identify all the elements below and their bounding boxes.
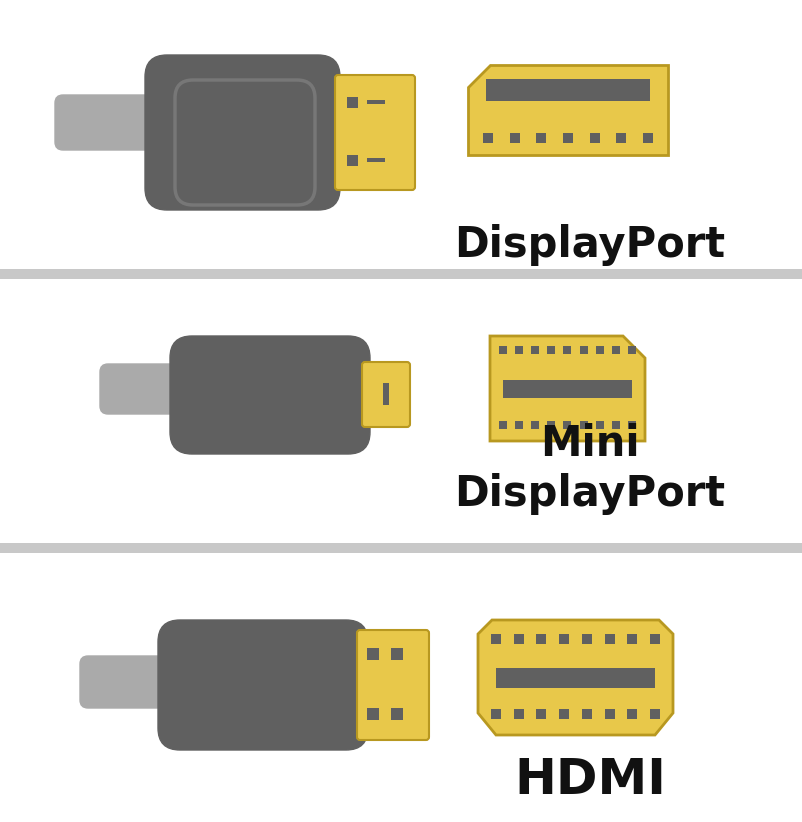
Bar bbox=[482, 133, 492, 143]
Bar bbox=[531, 346, 539, 354]
Bar bbox=[0, 543, 802, 553]
Text: Mini
DisplayPort: Mini DisplayPort bbox=[454, 423, 725, 515]
Bar bbox=[642, 133, 652, 143]
Bar bbox=[595, 421, 603, 429]
Bar bbox=[513, 634, 523, 644]
Bar bbox=[536, 133, 545, 143]
Bar bbox=[346, 155, 358, 166]
Bar bbox=[626, 709, 637, 719]
Bar bbox=[611, 346, 619, 354]
Bar bbox=[536, 709, 545, 719]
Bar bbox=[626, 634, 637, 644]
FancyBboxPatch shape bbox=[170, 336, 370, 454]
Bar bbox=[367, 100, 384, 104]
Bar bbox=[611, 421, 619, 429]
Text: DisplayPort: DisplayPort bbox=[454, 224, 725, 266]
Bar bbox=[558, 709, 569, 719]
Bar bbox=[485, 79, 649, 101]
Bar bbox=[649, 709, 659, 719]
Bar bbox=[367, 708, 379, 720]
FancyBboxPatch shape bbox=[100, 364, 184, 414]
Bar bbox=[627, 346, 635, 354]
Bar bbox=[604, 709, 614, 719]
Bar bbox=[627, 421, 635, 429]
Bar bbox=[367, 648, 379, 660]
Bar bbox=[498, 346, 506, 354]
Bar bbox=[604, 634, 614, 644]
Text: HDMI: HDMI bbox=[513, 756, 665, 804]
Bar bbox=[579, 421, 587, 429]
Bar bbox=[0, 269, 802, 279]
Bar bbox=[513, 709, 523, 719]
Bar bbox=[536, 634, 545, 644]
Bar bbox=[547, 346, 555, 354]
Bar bbox=[581, 634, 591, 644]
FancyBboxPatch shape bbox=[158, 620, 367, 750]
Bar bbox=[531, 421, 539, 429]
Bar bbox=[515, 346, 522, 354]
Bar bbox=[498, 421, 506, 429]
FancyBboxPatch shape bbox=[80, 656, 170, 708]
Polygon shape bbox=[489, 336, 644, 441]
Bar bbox=[502, 380, 631, 398]
Bar bbox=[490, 634, 500, 644]
Bar bbox=[558, 634, 569, 644]
Bar bbox=[391, 648, 403, 660]
Bar bbox=[346, 97, 358, 108]
Bar bbox=[547, 421, 555, 429]
Bar bbox=[563, 421, 571, 429]
FancyBboxPatch shape bbox=[334, 75, 415, 190]
Bar bbox=[367, 158, 384, 162]
Bar bbox=[509, 133, 519, 143]
FancyBboxPatch shape bbox=[362, 362, 410, 427]
FancyBboxPatch shape bbox=[357, 630, 428, 740]
Bar bbox=[589, 133, 599, 143]
Polygon shape bbox=[477, 620, 672, 735]
Bar bbox=[579, 346, 587, 354]
Bar bbox=[515, 421, 522, 429]
Bar bbox=[649, 634, 659, 644]
Polygon shape bbox=[468, 65, 667, 155]
Bar bbox=[562, 133, 573, 143]
Bar bbox=[563, 346, 571, 354]
Bar bbox=[490, 709, 500, 719]
Bar bbox=[595, 346, 603, 354]
Bar bbox=[616, 133, 626, 143]
Bar bbox=[383, 383, 388, 405]
FancyBboxPatch shape bbox=[55, 95, 160, 150]
FancyBboxPatch shape bbox=[145, 55, 339, 210]
Bar bbox=[581, 709, 591, 719]
Bar bbox=[391, 708, 403, 720]
Bar bbox=[496, 668, 654, 688]
